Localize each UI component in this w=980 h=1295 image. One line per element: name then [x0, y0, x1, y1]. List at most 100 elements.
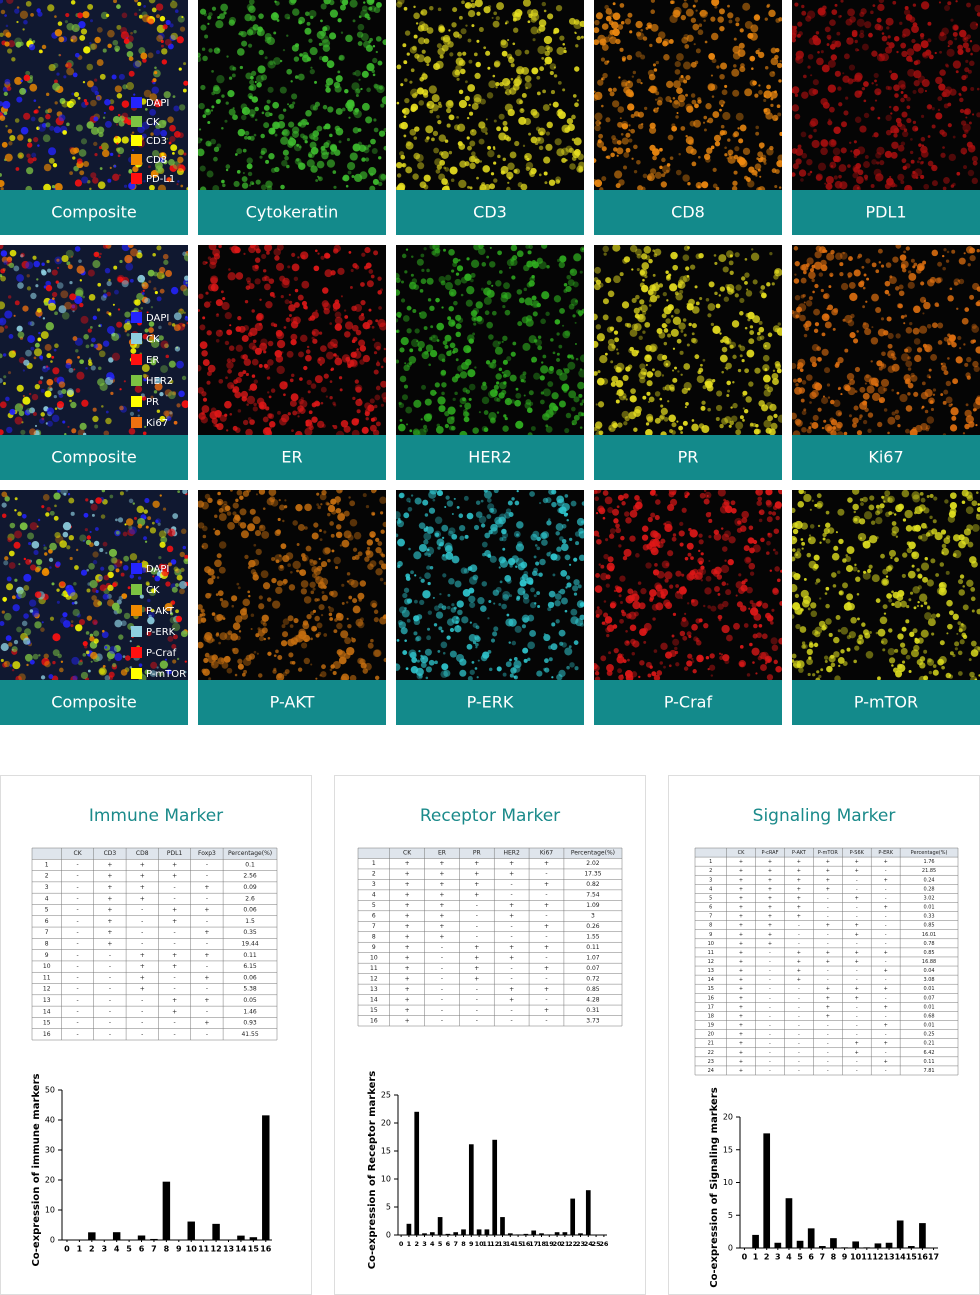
- cell: [0, 32, 4, 38]
- cell: [707, 83, 716, 92]
- cell: [282, 149, 289, 156]
- cell: [351, 418, 359, 426]
- cell: [610, 152, 615, 158]
- cell: [821, 426, 825, 430]
- cell: [0, 268, 6, 274]
- cell: [729, 341, 737, 349]
- cell: [244, 135, 248, 140]
- legend-label: PR: [146, 397, 159, 408]
- cell: [85, 344, 90, 349]
- cell: [14, 497, 18, 501]
- cell: [274, 166, 280, 173]
- cell: [145, 525, 149, 529]
- cell: [904, 314, 908, 318]
- cell: [727, 155, 736, 164]
- cell: [495, 82, 500, 87]
- cell: [340, 630, 349, 639]
- cell: [968, 121, 972, 125]
- cell: [764, 17, 768, 21]
- cell: [348, 116, 351, 119]
- cell: [738, 138, 744, 144]
- cell: [3, 260, 8, 265]
- cell: [54, 183, 63, 190]
- cell: [278, 499, 281, 502]
- cell: [352, 605, 361, 614]
- cell: [347, 170, 352, 175]
- cell: [261, 627, 268, 634]
- cell: [612, 87, 617, 92]
- cell: [419, 289, 424, 293]
- cell: [255, 548, 262, 556]
- cell: [836, 31, 841, 36]
- cell: [712, 183, 718, 189]
- cell: [72, 156, 76, 160]
- cell: [25, 349, 32, 357]
- cell: [163, 259, 169, 265]
- cell: [162, 507, 167, 511]
- cell: [603, 252, 607, 256]
- cell: [969, 294, 975, 300]
- cell: [958, 257, 966, 265]
- cell: [571, 138, 575, 142]
- cell: [544, 181, 548, 185]
- cell: [341, 601, 345, 605]
- cell: [221, 661, 229, 669]
- cell: [286, 164, 290, 169]
- cell: [863, 81, 869, 87]
- cell: [890, 72, 898, 81]
- cell: [794, 386, 803, 395]
- cell: [26, 142, 33, 148]
- cell: [96, 59, 104, 66]
- cell: [19, 41, 24, 46]
- cell: [486, 280, 492, 286]
- cell: [55, 280, 59, 284]
- cell: [80, 671, 89, 680]
- cell: [44, 660, 51, 668]
- cell: [650, 168, 657, 175]
- cell: [126, 35, 134, 43]
- cell: [552, 351, 556, 355]
- cell: [621, 137, 629, 145]
- cell: [749, 325, 754, 329]
- cell: [901, 158, 907, 164]
- cell: [758, 84, 761, 87]
- cell: [301, 300, 308, 306]
- cell: [329, 380, 333, 383]
- cell: [971, 325, 980, 333]
- cell: [417, 88, 424, 95]
- cell: [823, 292, 830, 300]
- cell: [750, 24, 759, 33]
- cell: [224, 400, 232, 409]
- cell: [118, 73, 125, 80]
- cell: [854, 39, 858, 44]
- cell: [372, 416, 378, 422]
- cell: [884, 280, 891, 287]
- cell: [478, 411, 481, 414]
- cell: [48, 147, 57, 156]
- cell: [247, 43, 253, 48]
- cell: [414, 53, 420, 59]
- cell: [973, 401, 980, 410]
- cell: [829, 161, 837, 169]
- cell: [83, 432, 87, 435]
- cell: [298, 398, 304, 405]
- cell: [502, 359, 508, 365]
- cell: [628, 124, 631, 127]
- cell: [563, 388, 568, 393]
- cell: [217, 657, 225, 665]
- cell: [441, 306, 444, 309]
- cell: [598, 133, 604, 139]
- cell: [375, 385, 381, 391]
- cell: [456, 265, 464, 272]
- cell: [754, 163, 762, 171]
- cell: [11, 57, 16, 62]
- cell: [715, 404, 723, 412]
- cell: [871, 135, 874, 138]
- cell: [329, 591, 334, 596]
- cell: [159, 541, 166, 548]
- cell: [417, 340, 425, 349]
- cell: [555, 176, 562, 183]
- cell: [701, 400, 706, 405]
- cell: [599, 187, 604, 190]
- cell: [14, 416, 23, 425]
